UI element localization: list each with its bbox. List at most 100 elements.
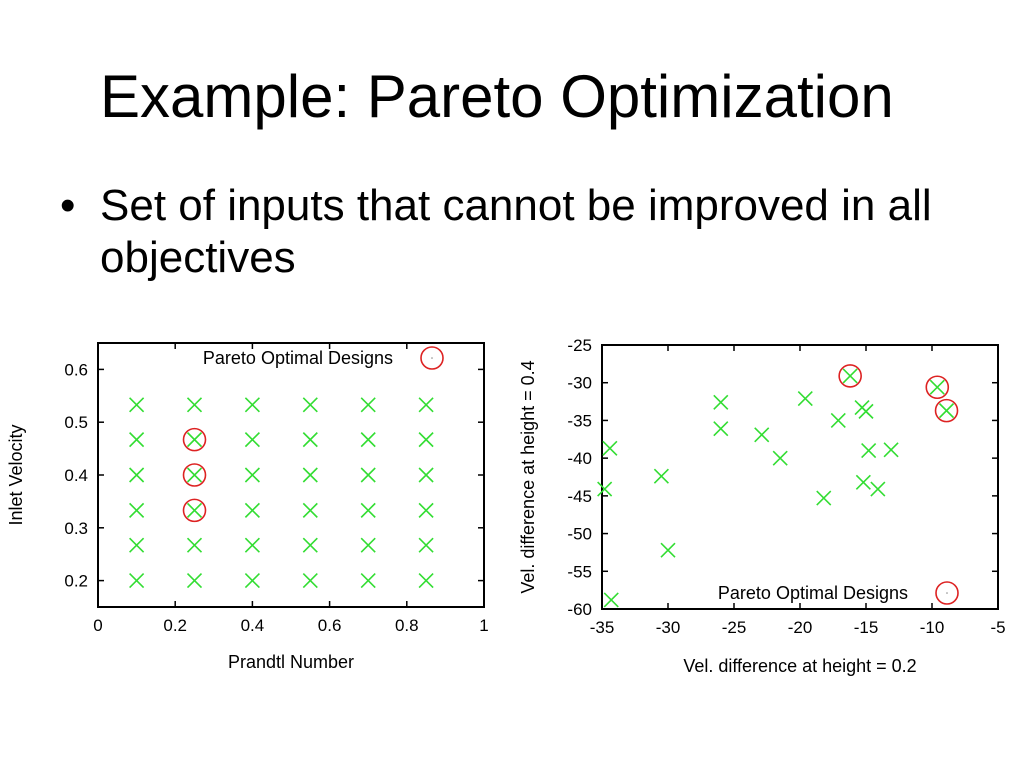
design-point [418, 467, 434, 483]
y-tick-label: -50 [567, 525, 592, 544]
legend-symbol-dot [946, 592, 948, 594]
x-tick-label: -10 [920, 618, 945, 637]
y-tick-label: 0.6 [64, 360, 88, 379]
design-point [603, 592, 619, 608]
design-point [129, 397, 145, 413]
design-point [302, 397, 318, 413]
design-point [855, 474, 871, 490]
legend-label: Pareto Optimal Designs [718, 583, 908, 603]
design-point [653, 468, 669, 484]
slide-title: Example: Pareto Optimization [100, 63, 894, 130]
design-point [870, 481, 886, 497]
y-tick-label: 0.4 [64, 466, 88, 485]
pareto-optimal-marker [925, 375, 950, 400]
design-point [883, 442, 899, 458]
y-tick-label: 0.3 [64, 519, 88, 538]
design-point [772, 450, 788, 466]
pareto-optimal-marker [934, 398, 959, 423]
design-point [186, 397, 203, 413]
design-point [418, 537, 434, 553]
design-point [244, 502, 260, 518]
y-tick-label: -30 [567, 374, 592, 393]
design-point [861, 443, 877, 459]
y-tick-label: -40 [567, 449, 592, 468]
pareto-optimal-marker [182, 463, 207, 487]
design-point [418, 397, 434, 413]
design-point [186, 573, 203, 589]
design-point [302, 537, 318, 553]
design-point [244, 537, 260, 553]
design-point [597, 481, 613, 497]
y-tick-label: -25 [567, 336, 592, 355]
x-tick-label: -5 [990, 618, 1005, 637]
design-point [660, 542, 676, 558]
x-axis-label: Vel. difference at height = 0.2 [683, 656, 916, 676]
x-tick-label: -20 [788, 618, 813, 637]
design-point [713, 394, 729, 410]
x-tick-label: -35 [590, 618, 615, 637]
bullet-list: • Set of inputs that cannot be improved … [60, 180, 980, 284]
x-tick-label: 1 [479, 616, 488, 635]
pareto-optimal-marker [182, 427, 207, 452]
x-tick-label: 0.6 [318, 616, 342, 635]
x-tick-label: 0.4 [241, 616, 265, 635]
design-point [129, 467, 145, 483]
x-tick-label: 0 [93, 616, 102, 635]
y-axis-label: Vel. difference at height = 0.4 [518, 360, 538, 593]
design-point [360, 467, 376, 483]
inlet-velocity-vs-prandtl-chart: 0 0.2 0.4 0.6 0.8 1 0.2 0.3 0.4 0.5 0.6 Prandtl Num… [6, 342, 489, 672]
design-point [360, 502, 376, 518]
x-tick-label: -15 [854, 618, 879, 637]
pareto-optimal-marker [182, 498, 207, 523]
x-tick-label: 0.2 [163, 616, 187, 635]
design-point [418, 573, 434, 589]
bullet-item: • Set of inputs that cannot be improved … [60, 180, 980, 284]
velocity-difference-chart: -35 -30 -25 -20 -15 -10 -5 -25 -30 -35 -40 -45 -50 -5… [518, 336, 1006, 676]
legend-pareto-symbol [420, 346, 444, 370]
bullet-text: Set of inputs that cannot be improved in… [100, 181, 932, 282]
design-point [186, 467, 203, 483]
y-tick-label: -35 [567, 411, 592, 430]
x-tick-label: -30 [656, 618, 681, 637]
design-point [186, 537, 203, 553]
design-point [244, 397, 260, 413]
design-point [244, 467, 260, 483]
x-tick-label: -25 [722, 618, 747, 637]
design-point [797, 390, 813, 407]
design-point [360, 573, 376, 589]
y-tick-label: -55 [567, 562, 592, 581]
design-point [186, 502, 203, 518]
design-point [754, 427, 770, 443]
design-point [602, 440, 618, 456]
design-point [302, 467, 318, 483]
design-point [302, 432, 318, 448]
design-point [418, 502, 434, 518]
design-point [244, 432, 260, 448]
design-point [244, 573, 260, 589]
design-point [816, 490, 832, 506]
x-axis-label: Prandtl Number [228, 652, 354, 672]
design-point [713, 421, 729, 437]
y-tick-label: 0.5 [64, 413, 88, 432]
design-point [129, 573, 145, 589]
design-point [360, 397, 376, 413]
design-point [418, 432, 434, 448]
design-point [302, 573, 318, 589]
design-point [129, 537, 145, 553]
design-point [858, 403, 874, 419]
design-point [830, 412, 846, 428]
design-point [842, 368, 858, 384]
legend-symbol-dot [431, 357, 433, 359]
design-point [129, 432, 145, 448]
y-tick-label: -45 [567, 487, 592, 506]
x-tick-label: 0.8 [395, 616, 419, 635]
bullet-marker: • [60, 181, 76, 230]
design-point [360, 537, 376, 553]
legend-label: Pareto Optimal Designs [203, 348, 393, 368]
y-tick-label: -60 [567, 600, 592, 619]
design-point [360, 432, 376, 448]
design-point [929, 379, 945, 395]
design-point [938, 403, 955, 419]
y-axis-label: Inlet Velocity [6, 424, 26, 525]
design-point [186, 432, 203, 448]
